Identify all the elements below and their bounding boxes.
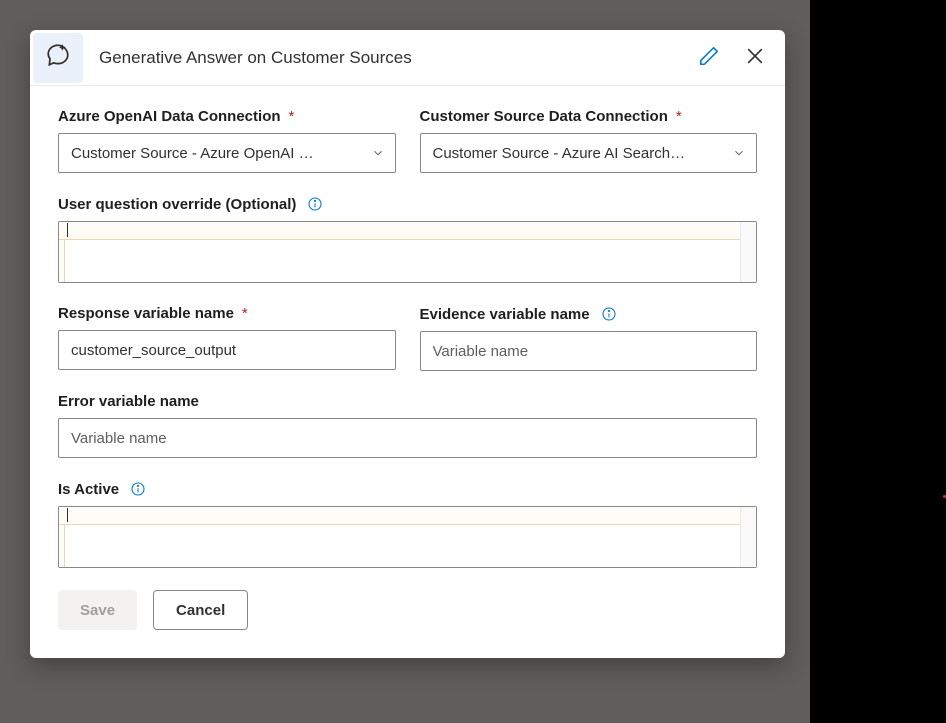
required-mark: * — [676, 108, 682, 125]
dialog-panel: Generative Answer on Customer Sources — [30, 30, 785, 658]
cancel-button[interactable]: Cancel — [153, 590, 248, 630]
question-formula-input[interactable] — [58, 221, 757, 283]
source-select-value: Customer Source - Azure AI Search… — [433, 145, 686, 162]
evidence-label-text: Evidence variable name — [420, 306, 590, 323]
formula-caret — [67, 223, 68, 237]
sparkle-chat-icon — [45, 42, 71, 73]
formula-header — [59, 222, 756, 240]
panel-body: Azure OpenAI Data Connection * Customer … — [30, 86, 785, 658]
panel-type-icon-box — [33, 33, 83, 83]
footer-actions: Save Cancel — [58, 590, 757, 630]
required-mark: * — [242, 305, 248, 322]
formula-header — [59, 507, 756, 525]
close-icon — [744, 45, 766, 70]
info-icon[interactable] — [306, 195, 324, 213]
active-label-text: Is Active — [58, 481, 119, 498]
source-label-text: Customer Source Data Connection — [420, 108, 668, 125]
info-icon[interactable] — [129, 480, 147, 498]
openai-label: Azure OpenAI Data Connection * — [58, 108, 396, 125]
chevron-down-icon — [371, 146, 385, 160]
header-actions — [695, 44, 769, 72]
question-label-text: User question override (Optional) — [58, 196, 296, 213]
active-formula-input[interactable] — [58, 506, 757, 568]
source-select[interactable]: Customer Source - Azure AI Search… — [420, 133, 758, 173]
error-label: Error variable name — [58, 393, 757, 410]
response-label: Response variable name * — [58, 305, 396, 322]
formula-scrollbar[interactable] — [740, 222, 756, 282]
save-button[interactable]: Save — [58, 590, 137, 630]
pencil-icon — [698, 45, 720, 70]
formula-scrollbar[interactable] — [740, 507, 756, 567]
active-label: Is Active — [58, 480, 757, 498]
openai-label-text: Azure OpenAI Data Connection — [58, 108, 281, 125]
panel-header: Generative Answer on Customer Sources — [30, 30, 785, 86]
required-mark: * — [289, 108, 295, 125]
evidence-label: Evidence variable name — [420, 305, 758, 323]
right-black-area — [810, 0, 946, 723]
question-label: User question override (Optional) — [58, 195, 757, 213]
edit-button[interactable] — [695, 44, 723, 72]
close-button[interactable] — [741, 44, 769, 72]
evidence-input[interactable] — [420, 331, 758, 371]
response-label-text: Response variable name — [58, 305, 234, 322]
source-label: Customer Source Data Connection * — [420, 108, 758, 125]
chevron-down-icon — [732, 146, 746, 160]
error-label-text: Error variable name — [58, 393, 199, 410]
formula-caret — [67, 508, 68, 522]
panel-title: Generative Answer on Customer Sources — [99, 48, 695, 68]
error-input[interactable] — [58, 418, 757, 458]
openai-select-value: Customer Source - Azure OpenAI … — [71, 145, 314, 162]
openai-select[interactable]: Customer Source - Azure OpenAI … — [58, 133, 396, 173]
info-icon[interactable] — [600, 305, 618, 323]
response-input[interactable] — [58, 330, 396, 370]
